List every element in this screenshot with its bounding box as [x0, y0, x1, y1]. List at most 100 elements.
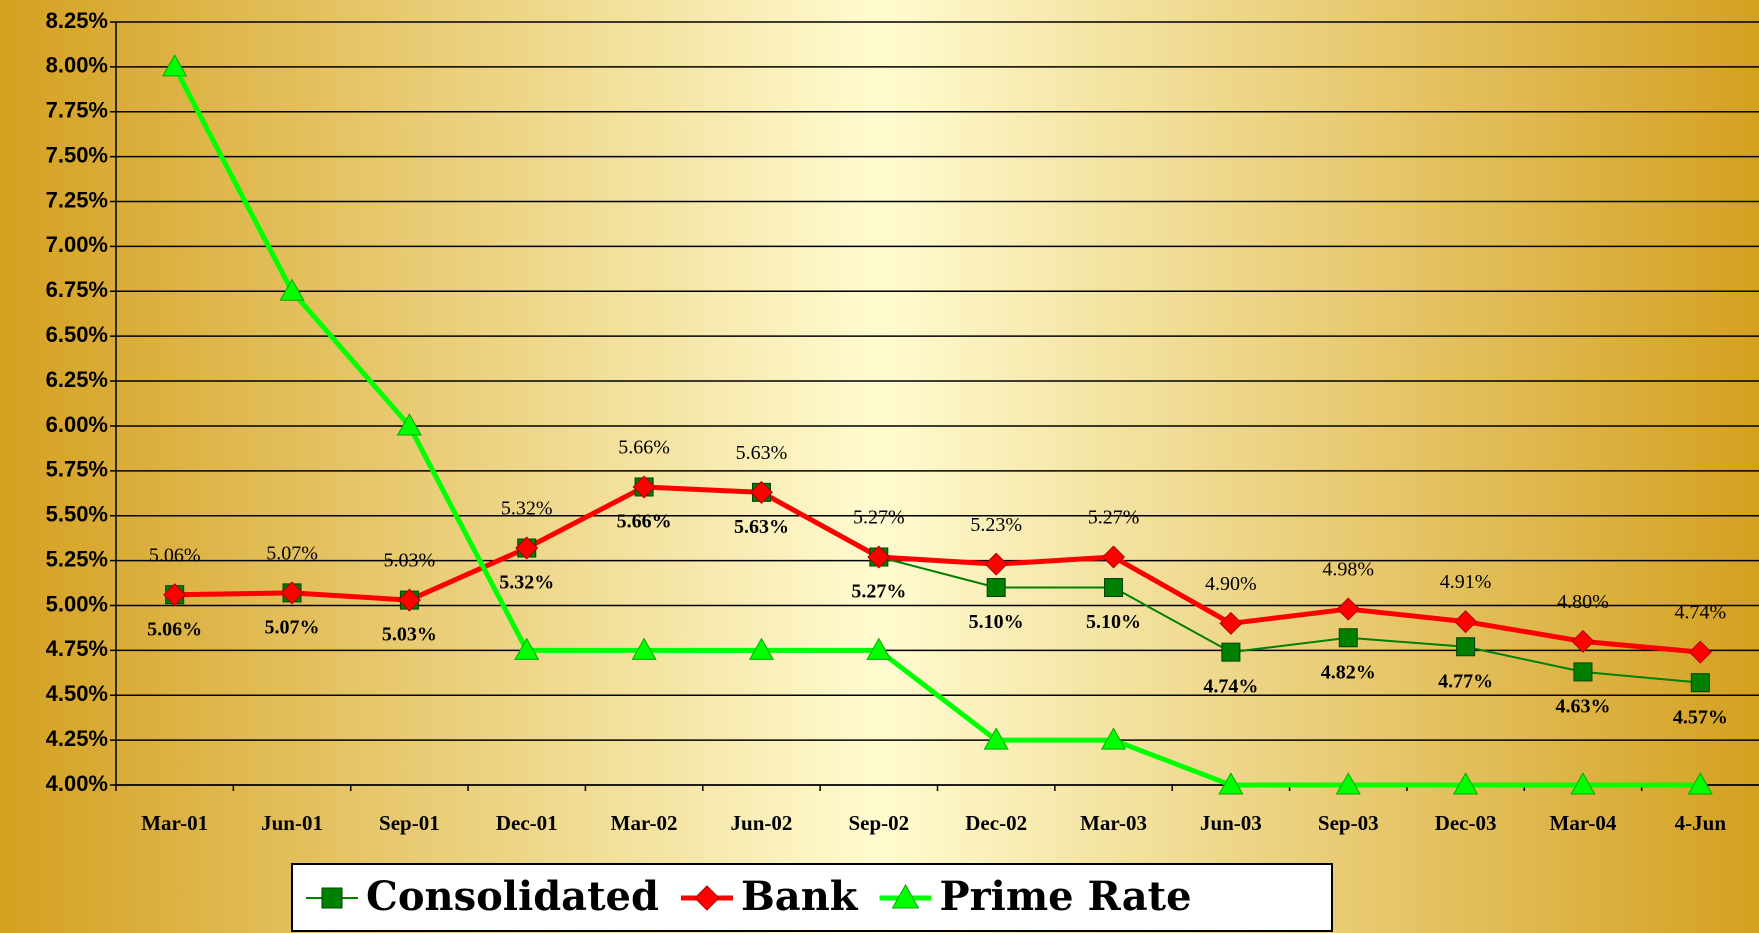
point: [632, 475, 656, 499]
y-tick-label: 6.00%: [46, 412, 108, 437]
data-label: 5.06%: [149, 544, 201, 566]
point: [983, 727, 1009, 750]
x-tick-label: Mar-02: [611, 811, 678, 835]
point: [162, 54, 188, 77]
data-label: 4.82%: [1321, 661, 1376, 683]
x-tick-label: Mar-01: [141, 811, 208, 835]
data-label: 5.63%: [736, 442, 788, 464]
point: [1219, 611, 1243, 635]
point: [1573, 662, 1593, 682]
point: [1453, 772, 1479, 795]
legend-marker: [891, 883, 920, 909]
data-label: 5.32%: [501, 498, 553, 520]
x-tick-label: Dec-03: [1435, 811, 1497, 835]
y-tick-label: 5.75%: [46, 457, 108, 482]
y-tick-label: 4.50%: [46, 681, 108, 706]
legend-label: Consolidated: [366, 873, 659, 920]
legend-label: Prime Rate: [940, 873, 1192, 920]
data-label: 4.77%: [1438, 670, 1493, 692]
point: [515, 536, 539, 560]
legend-label: Bank: [741, 873, 859, 920]
point: [397, 588, 421, 612]
legend-marker: [321, 887, 343, 909]
data-label: 5.32%: [499, 572, 554, 594]
point: [749, 480, 773, 504]
legend: Consolidated Bank Prime Rate: [291, 863, 1333, 932]
point: [631, 637, 657, 660]
point: [1570, 772, 1596, 795]
point: [748, 637, 775, 660]
data-label: 5.10%: [969, 611, 1024, 633]
point: [1335, 772, 1361, 795]
data-label: 5.63%: [734, 516, 789, 538]
point: [1571, 629, 1595, 653]
x-tick-label: Dec-02: [965, 811, 1027, 835]
data-label: 4.57%: [1673, 706, 1728, 728]
data-label: 5.66%: [618, 437, 670, 459]
point: [1690, 673, 1710, 693]
legend-marker: [694, 885, 720, 911]
point: [163, 583, 187, 607]
x-tick-label: Dec-01: [496, 811, 558, 835]
y-tick-label: 6.75%: [46, 277, 108, 302]
x-tick-label: Jun-03: [1200, 811, 1262, 835]
y-tick-label: 5.25%: [46, 546, 108, 571]
x-tick-label: 4-Jun: [1675, 811, 1727, 835]
data-label: 5.06%: [147, 618, 202, 640]
point: [986, 578, 1006, 598]
x-tick-label: Sep-03: [1318, 811, 1379, 835]
point: [1456, 637, 1476, 657]
data-label: 5.10%: [1086, 611, 1141, 633]
y-tick-label: 4.00%: [46, 771, 108, 796]
point: [280, 581, 304, 605]
data-label: 5.03%: [384, 550, 436, 572]
x-tick-label: Mar-04: [1550, 811, 1617, 835]
y-tick-label: 4.25%: [46, 726, 108, 751]
data-label: 5.07%: [265, 616, 320, 638]
y-tick-label: 6.25%: [46, 367, 108, 392]
point: [1218, 772, 1244, 795]
data-label: 5.27%: [851, 581, 906, 603]
point: [1336, 597, 1360, 621]
x-tick-label: Jun-01: [261, 811, 323, 835]
point: [1454, 610, 1478, 634]
data-label: 4.74%: [1674, 602, 1726, 624]
y-tick-label: 7.00%: [46, 232, 108, 257]
data-label: 5.27%: [853, 507, 905, 529]
data-label: 5.23%: [970, 514, 1022, 536]
point: [1688, 640, 1712, 664]
point: [1100, 727, 1127, 750]
series-line: [174, 484, 1701, 655]
x-tick-label: Sep-01: [379, 811, 440, 835]
y-tick-label: 8.00%: [46, 53, 108, 78]
point: [279, 278, 305, 301]
data-label: 5.27%: [1088, 507, 1140, 529]
data-label: 4.98%: [1322, 559, 1374, 581]
point: [1104, 578, 1124, 598]
data-label: 4.63%: [1555, 695, 1610, 717]
x-tick-label: Jun-02: [731, 811, 793, 835]
point: [396, 413, 422, 436]
y-tick-label: 7.50%: [46, 142, 108, 167]
y-tick-label: 8.25%: [46, 8, 108, 33]
point: [1338, 628, 1358, 648]
y-tick-label: 7.75%: [46, 98, 108, 123]
data-label: 5.07%: [266, 542, 318, 564]
point: [866, 637, 892, 660]
data-label: 4.91%: [1440, 571, 1492, 593]
y-tick-label: 5.50%: [46, 502, 108, 527]
data-label: 4.74%: [1203, 676, 1258, 698]
legend-box: [291, 863, 1333, 932]
data-label: 4.90%: [1205, 573, 1257, 595]
data-label: 5.03%: [382, 624, 437, 646]
point: [1102, 545, 1126, 569]
x-tick-label: Sep-02: [848, 811, 909, 835]
series-line: [172, 65, 1701, 788]
y-tick-label: 4.75%: [46, 636, 108, 661]
data-label: 5.66%: [617, 511, 672, 533]
point: [1221, 642, 1241, 662]
point: [984, 552, 1008, 576]
point: [514, 637, 540, 660]
